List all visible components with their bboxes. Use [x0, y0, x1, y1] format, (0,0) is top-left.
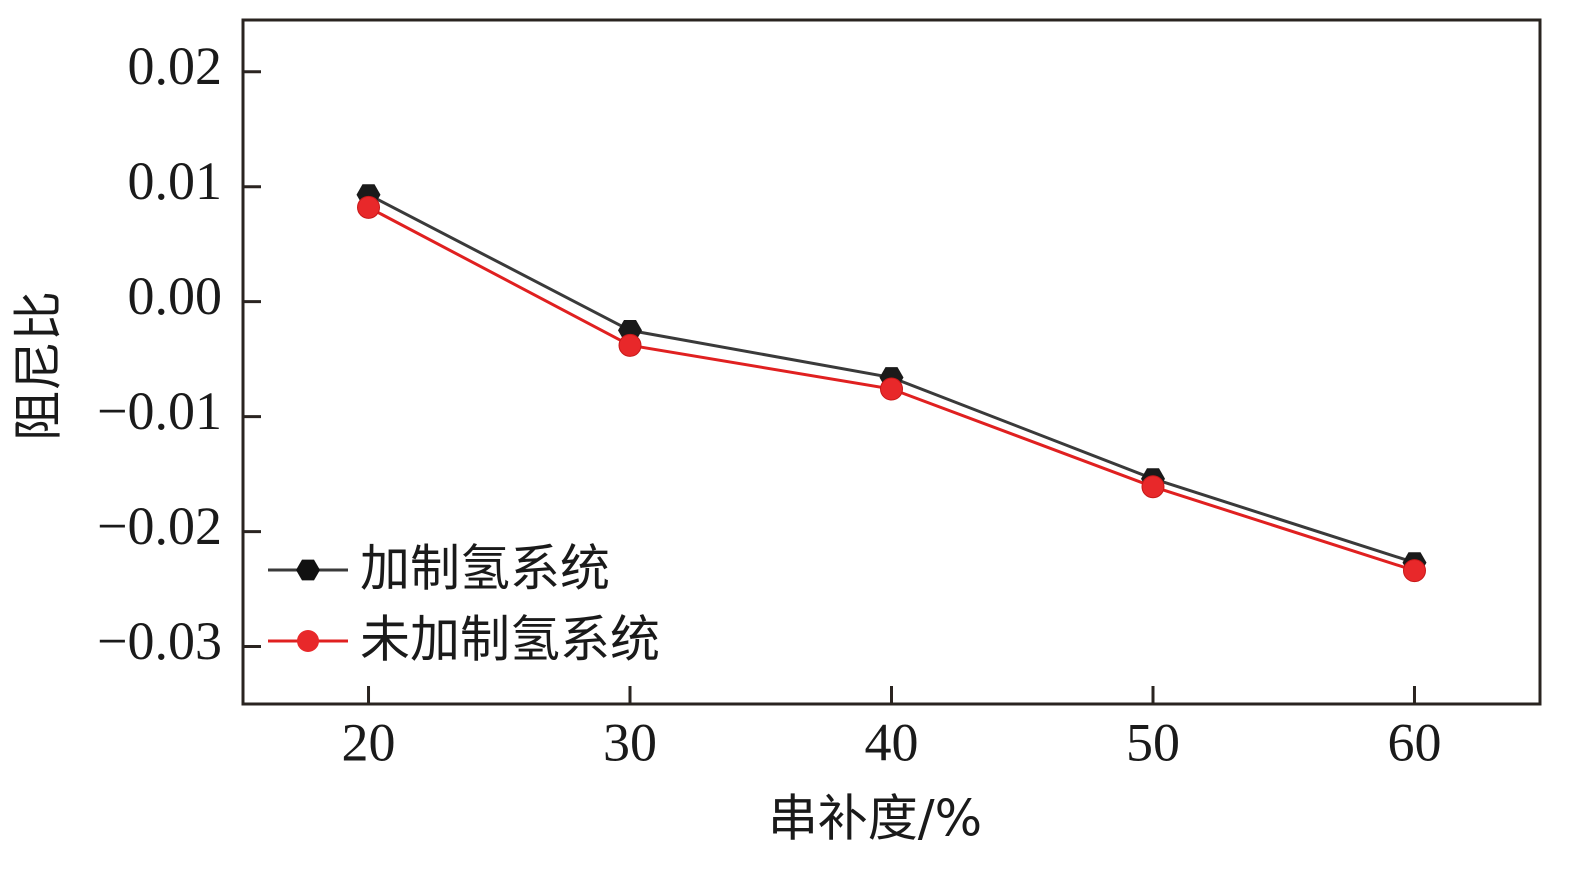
y-tick-label: 0.02: [128, 36, 223, 96]
y-axis-title: 阻尼比: [10, 291, 68, 441]
axis-ticks: [243, 70, 1416, 704]
x-tick-label: 30: [603, 712, 657, 772]
series-2-point: [357, 195, 381, 219]
x-tick-label: 40: [865, 712, 919, 772]
series-2-point: [880, 377, 903, 401]
y-tick-label: 0.01: [128, 151, 223, 211]
y-tick-label: −0.01: [97, 381, 222, 441]
legend-label-1: 加制氢系统: [360, 540, 610, 598]
x-tick-label: 20: [342, 712, 396, 772]
legend-item-1: 加制氢系统: [268, 540, 610, 598]
series-layer: [356, 184, 1427, 583]
x-tick-label: 50: [1126, 712, 1180, 772]
x-axis-title: 串补度/%: [768, 790, 982, 848]
legend: 加制氢系统 未加制氢系统: [268, 540, 660, 669]
legend-marker-2: [297, 630, 319, 652]
y-tick-label: 0.00: [128, 266, 223, 326]
series-2-point: [1141, 475, 1165, 499]
series-2-point: [1402, 559, 1426, 583]
y-tick-label: −0.02: [97, 496, 222, 556]
legend-item-2: 未加制氢系统: [268, 611, 660, 669]
tick-labels: 20 30 40 50 60 0.02 0.01 0.00 −0.01 −0.02 −0.03: [97, 36, 1441, 772]
x-tick-label: 60: [1387, 712, 1441, 772]
legend-marker-1: [296, 559, 320, 581]
legend-label-2: 未加制氢系统: [360, 611, 660, 669]
plot-frame: [241, 18, 1542, 706]
y-tick-label: −0.03: [97, 611, 222, 671]
series-2-point: [618, 333, 642, 357]
